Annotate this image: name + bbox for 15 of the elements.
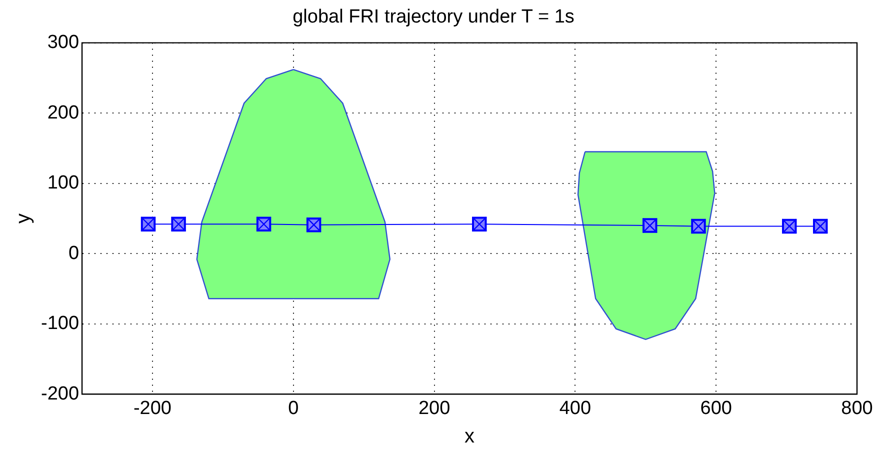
x-tick-label: 400	[559, 398, 592, 419]
x-tick-label: -200	[133, 398, 172, 419]
y-axis-title: y	[12, 214, 35, 224]
y-tick-label: 0	[68, 242, 80, 264]
x-tick-label: 200	[418, 398, 450, 419]
y-tick-label: 300	[47, 32, 80, 54]
x-tick-label: 0	[288, 398, 299, 419]
y-tick-label: -100	[40, 313, 80, 334]
x-axis-title: x	[464, 426, 475, 448]
y-tick-label: 100	[47, 172, 80, 194]
y-tick-label: 200	[47, 102, 80, 124]
x-tick-label: 600	[700, 398, 732, 419]
x-tick-label: 800	[841, 398, 873, 419]
y-tick-label: -200	[40, 383, 80, 404]
chart-title: global FRI trajectory under T = 1s	[292, 6, 574, 28]
